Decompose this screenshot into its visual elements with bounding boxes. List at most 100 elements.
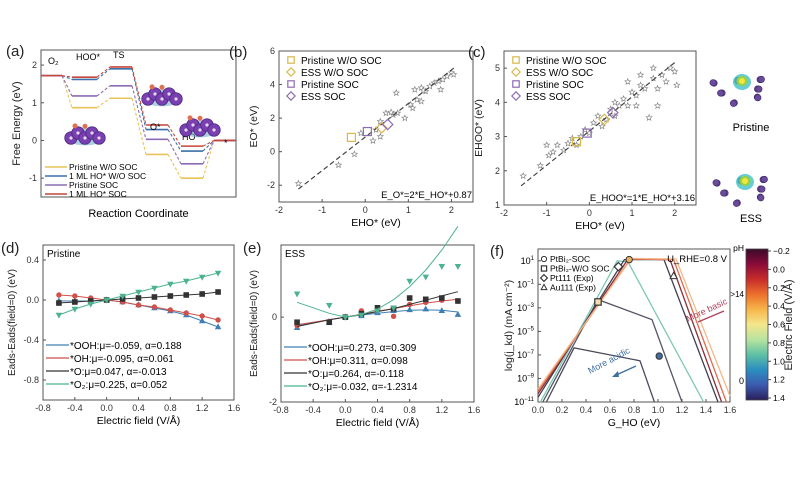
y-tick-label: 0.4 bbox=[26, 255, 39, 265]
colorbar-tick-label: 0.0 bbox=[773, 264, 785, 274]
transition-connector bbox=[61, 75, 73, 78]
y-tick-exponent: −7 bbox=[527, 350, 535, 356]
data-point-star bbox=[624, 101, 632, 109]
data-point-star bbox=[653, 84, 662, 92]
atom bbox=[717, 89, 725, 97]
panel-label: (c) bbox=[468, 44, 486, 61]
y-tick-label: 10−3 bbox=[517, 303, 535, 313]
y-axis-label: Electric Field (V/Å) bbox=[782, 279, 795, 370]
y-tick-label: 10−11 bbox=[514, 397, 534, 407]
data-point-star bbox=[636, 71, 645, 79]
x-tick-label: 1.2 bbox=[436, 405, 449, 415]
data-point bbox=[406, 295, 413, 301]
transition-connector bbox=[202, 140, 215, 179]
data-point-star bbox=[294, 179, 303, 187]
data-point bbox=[119, 293, 126, 300]
atom-highlight bbox=[76, 131, 80, 135]
data-point bbox=[325, 302, 333, 309]
data-point bbox=[214, 270, 222, 277]
panel-label: (a) bbox=[6, 43, 24, 60]
data-point-square bbox=[362, 126, 372, 137]
data-point-triangle bbox=[669, 271, 678, 280]
y-tick-label: 4 bbox=[270, 80, 275, 90]
data-point bbox=[167, 293, 174, 299]
y-tick-label: -1 bbox=[29, 173, 37, 183]
legend-label: 1 ML HO* W/O SOC bbox=[69, 171, 146, 181]
legend-marker bbox=[512, 80, 520, 88]
ho-structure-image bbox=[179, 115, 221, 138]
atom bbox=[755, 85, 763, 93]
panel-label: (d) bbox=[1, 240, 19, 257]
data-point bbox=[103, 297, 110, 304]
x-tick-label: 0.0 bbox=[532, 405, 545, 415]
x-axis-label: EHO* (eV) bbox=[575, 220, 625, 232]
x-tick-label: -0.8 bbox=[273, 405, 289, 415]
panel-label: (f) bbox=[490, 243, 504, 260]
x-tick-label: 1.4 bbox=[700, 405, 713, 415]
panel-e: -0.8 -0.4 0.0 0.4 0.8 1.2 1.6 -2 0 (e) ESS Eads-Ead… bbox=[243, 226, 480, 429]
fit-line bbox=[520, 62, 676, 187]
data-point bbox=[72, 293, 78, 299]
x-tick-label: 2 bbox=[672, 208, 677, 218]
data-point-star bbox=[334, 161, 343, 169]
data-point-circle bbox=[625, 255, 633, 264]
legend-label: Pristine SOC bbox=[526, 80, 584, 91]
legend-label: ESS SOC bbox=[526, 92, 570, 103]
x-tick-label: -2 bbox=[275, 205, 283, 215]
data-point-star bbox=[436, 85, 445, 93]
legend-marker bbox=[285, 66, 297, 78]
data-point-star bbox=[624, 77, 632, 85]
oxygen-atom bbox=[197, 115, 203, 121]
y-tick-label: 4 bbox=[495, 97, 500, 107]
legend-label: Pristine W/O SOC bbox=[526, 56, 607, 67]
data-point bbox=[374, 308, 381, 315]
legend-label: 1 ML HO* SOC bbox=[69, 189, 127, 199]
data-point-star bbox=[619, 94, 628, 102]
x-tick-label: 0.8 bbox=[164, 403, 177, 413]
atom-highlight bbox=[160, 97, 164, 101]
data-point-star bbox=[666, 64, 675, 72]
data-point bbox=[183, 310, 189, 316]
panel-label: (b) bbox=[229, 44, 247, 61]
data-point bbox=[390, 313, 397, 319]
step-label: HO* bbox=[182, 132, 200, 142]
x-tick-label: -0.8 bbox=[35, 403, 51, 413]
legend-marker bbox=[287, 56, 295, 64]
y-tick-exponent: −5 bbox=[527, 326, 535, 332]
data-point-star bbox=[376, 117, 385, 125]
transition-connector bbox=[202, 140, 215, 165]
data-point-star bbox=[434, 77, 443, 85]
legend-marker bbox=[540, 265, 548, 272]
atom-highlight bbox=[167, 92, 171, 96]
legend-label: ESS W/O SOC bbox=[301, 68, 368, 79]
data-point-star bbox=[376, 132, 385, 140]
y-tick-label: 5 bbox=[495, 63, 500, 73]
data-point-diamond bbox=[606, 106, 619, 119]
data-point bbox=[167, 307, 174, 313]
data-point-star bbox=[542, 141, 551, 149]
data-point-star bbox=[545, 151, 553, 159]
data-point bbox=[455, 298, 461, 304]
o-structure-image bbox=[141, 84, 183, 107]
y-tick-label: 2 bbox=[32, 60, 37, 70]
data-point bbox=[390, 305, 397, 312]
y-tick-label: 10−7 bbox=[517, 350, 535, 360]
x-tick-label: 0 bbox=[587, 208, 592, 218]
series-line bbox=[296, 291, 459, 327]
fit-equation: E_O*=2*E_HO*+0.87 bbox=[381, 190, 472, 201]
x-tick-label: 0.0 bbox=[100, 403, 113, 413]
data-point bbox=[215, 289, 221, 295]
step-label: TS bbox=[113, 50, 125, 60]
data-point-star bbox=[553, 141, 562, 149]
x-tick-label: 0.0 bbox=[339, 405, 352, 415]
data-point bbox=[342, 314, 349, 321]
legend-label: ESS W/O SOC bbox=[526, 68, 593, 79]
data-point-star bbox=[653, 101, 662, 109]
data-point-diamond bbox=[375, 121, 388, 134]
data-point-star bbox=[594, 112, 602, 120]
structure-label-pristine: Pristine bbox=[733, 122, 770, 134]
y-tick-label: 0 bbox=[270, 147, 275, 157]
y-tick-label: 10−9 bbox=[517, 373, 535, 383]
transition-connector bbox=[96, 85, 111, 97]
data-point bbox=[71, 306, 79, 313]
